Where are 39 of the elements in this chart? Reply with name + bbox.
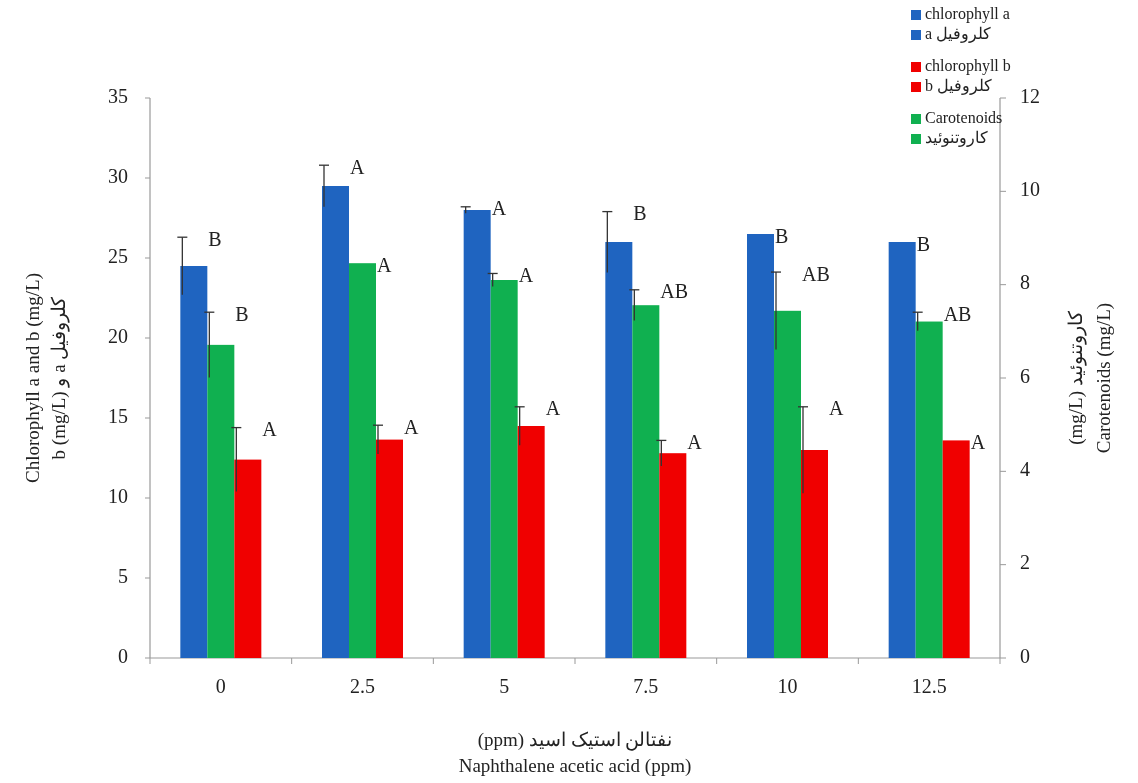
y2-tick-label: 0 (1020, 644, 1030, 667)
y2-tick-label: 2 (1020, 551, 1030, 574)
y-tick-label: 30 (108, 164, 128, 187)
data-label: B (916, 232, 931, 255)
data-label: B (235, 302, 249, 325)
x-tick-label: 7.5 (633, 674, 659, 697)
data-label: A (491, 197, 507, 220)
y-tick-label: 10 (108, 484, 128, 507)
data-label: AB (660, 280, 689, 303)
data-label: A (829, 397, 844, 420)
y-tick-label: 35 (108, 84, 128, 107)
data-label: A (518, 264, 534, 287)
y-tick-label: 15 (108, 404, 128, 427)
data-label: A (262, 418, 278, 441)
y2-tick-label: 10 (1020, 177, 1040, 200)
x-tick-label: 5 (499, 674, 510, 697)
y2-tick-label: 4 (1020, 457, 1030, 480)
data-label: A (350, 155, 365, 178)
y-tick-label: 25 (108, 244, 128, 267)
data-label: AB (802, 262, 830, 285)
x-tick-label: 2.5 (350, 674, 375, 697)
x-tick-label: 10 (777, 674, 798, 697)
data-label: AB (943, 302, 972, 325)
data-label: A (404, 415, 419, 438)
x-tick-label: 0 (215, 674, 226, 697)
data-label: A (970, 430, 986, 453)
data-label: A (545, 397, 561, 420)
y-tick-label: 20 (108, 324, 128, 347)
y2-tick-label: 6 (1020, 364, 1030, 387)
data-label: A (377, 253, 392, 276)
y2-tick-label: 12 (1020, 84, 1040, 107)
y-tick-label: 5 (118, 564, 128, 587)
data-label: B (208, 227, 222, 250)
data-label: B (633, 202, 647, 225)
data-label: A (687, 430, 703, 453)
y2-tick-label: 8 (1020, 271, 1030, 294)
data-label: B (775, 224, 789, 247)
x-tick-label: 12.5 (911, 674, 947, 697)
y-tick-label: 0 (118, 644, 128, 667)
